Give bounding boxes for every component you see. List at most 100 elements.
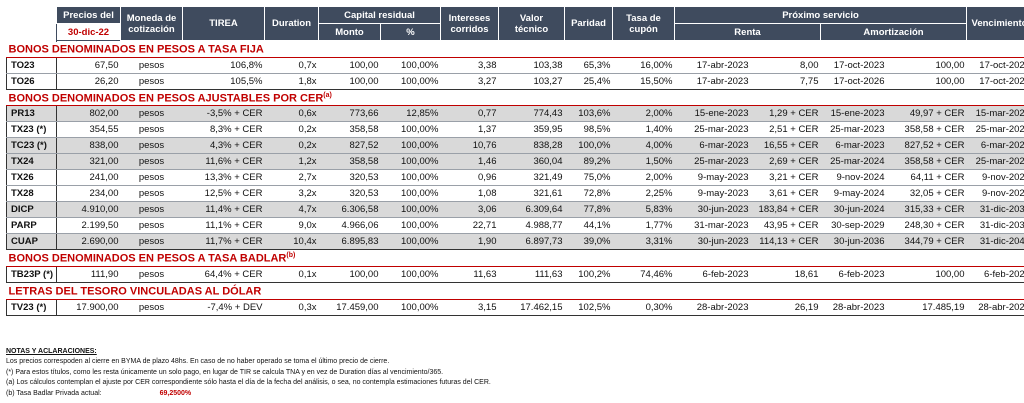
table-cell: pesos xyxy=(120,121,183,139)
table-cell: 64,4% + CER xyxy=(182,265,265,283)
table-cell: 49,97 + CER xyxy=(886,105,967,123)
table-cell: -3,5% + CER xyxy=(182,105,265,123)
table-cell: 2,25% xyxy=(612,185,675,203)
table-cell: 32,05 + CER xyxy=(886,185,967,203)
table-cell: 103,38 xyxy=(498,56,565,74)
table-cell: 5,83% xyxy=(612,201,675,219)
table-cell: 321,00 xyxy=(56,153,121,171)
section-title: BONOS DENOMINADOS EN PESOS A TASA BADLAR… xyxy=(6,249,1024,267)
table-cell: 0,2x xyxy=(264,121,319,139)
header-duration: Duration xyxy=(264,6,319,41)
table-cell: 4.910,00 xyxy=(56,201,121,219)
table-cell: 28-abr-2023 xyxy=(674,298,751,316)
table-cell: 15-ene-2023 xyxy=(820,105,887,123)
table-cell: 4,00% xyxy=(612,137,675,155)
table-cell: 100,00 xyxy=(886,73,967,90)
table-cell: pesos xyxy=(120,153,183,171)
table-cell: 774,43 xyxy=(498,105,565,123)
ticker-cell: TO26 xyxy=(6,73,57,90)
table-cell: 100,00 xyxy=(318,56,381,74)
table-cell: 2.690,00 xyxy=(56,233,121,251)
table-cell: 802,00 xyxy=(56,105,121,123)
table-cell: 3,2x xyxy=(264,185,319,203)
table-cell: 100,00% xyxy=(380,121,441,139)
table-cell: 77,8% xyxy=(564,201,613,219)
ticker-cell: CUAP xyxy=(6,233,57,251)
notes: NOTAS Y ACLARACIONES: Los precios corres… xyxy=(6,347,1006,399)
table-cell: 0,30% xyxy=(612,298,675,316)
table-cell: pesos xyxy=(120,265,183,283)
ticker-cell: PARP xyxy=(6,217,57,235)
table-cell: 0,96 xyxy=(440,169,499,187)
table-cell: 17-oct-2026 xyxy=(820,73,887,90)
table-cell: 3,27 xyxy=(440,73,499,90)
table-cell: 9-nov-2026 xyxy=(966,169,1024,187)
header-vencimiento: Vencimiento xyxy=(966,6,1024,41)
table-cell: 26,20 xyxy=(56,73,121,90)
table-cell: 344,79 + CER xyxy=(886,233,967,251)
table-cell: 65,3% xyxy=(564,56,613,74)
table-cell: 9-may-2024 xyxy=(820,185,887,203)
table-cell: 8,3% + CER xyxy=(182,121,265,139)
header-tasa-cupon: Tasa de cupón xyxy=(612,6,675,41)
header-proximo-servicio: Próximo servicio xyxy=(674,6,967,24)
table-cell: 1,90 xyxy=(440,233,499,251)
table-cell: 2,7x xyxy=(264,169,319,187)
ticker-cell: TX24 xyxy=(6,153,57,171)
table-row: DICP 4.910,00 pesos 11,4% + CER 4,7x 6.306,58… xyxy=(6,201,1024,219)
note-line: Los precios correspoden al cierre en BYM… xyxy=(6,358,390,366)
header-tirea: TIREA xyxy=(182,6,265,41)
ticker-cell: TO23 xyxy=(6,56,57,74)
table-cell: 100,00% xyxy=(380,185,441,203)
table-cell: 1,50% xyxy=(612,153,675,171)
table-cell: 9-may-2023 xyxy=(674,185,751,203)
table-cell: 10,76 xyxy=(440,137,499,155)
table-cell: pesos xyxy=(120,56,183,74)
ticker-cell: TX23 (*) xyxy=(6,121,57,139)
table-cell: 114,13 + CER xyxy=(750,233,821,251)
table-cell: 8,00 xyxy=(750,56,821,74)
ticker-cell: PR13 xyxy=(6,105,57,123)
table-cell: 10,4x xyxy=(264,233,319,251)
table-cell: 11,63 xyxy=(440,265,499,283)
table-cell: 320,53 xyxy=(318,169,381,187)
table-cell: 234,00 xyxy=(56,185,121,203)
table-cell: pesos xyxy=(120,73,183,90)
table-cell: 0,3x xyxy=(264,298,319,316)
table-cell: 773,66 xyxy=(318,105,381,123)
bond-table: Precios del Moneda de cotización TIREA Du… xyxy=(6,6,1024,316)
table-cell: 358,58 xyxy=(318,153,381,171)
bond-table-body: BONOS DENOMINADOS EN PESOS A TASA FIJA TO… xyxy=(6,40,1024,316)
table-cell: 12,85% xyxy=(380,105,441,123)
table-cell: 100,00% xyxy=(380,73,441,90)
table-cell: 11,6% + CER xyxy=(182,153,265,171)
table-cell: 4.966,06 xyxy=(318,217,381,235)
table-cell: 1,37 xyxy=(440,121,499,139)
table-cell: 6-mar-2023 xyxy=(674,137,751,155)
table-cell: 241,00 xyxy=(56,169,121,187)
table-cell: 100,00 xyxy=(318,73,381,90)
ticker-cell: TX28 xyxy=(6,185,57,203)
badlar-value: 69,2500% xyxy=(159,389,192,397)
table-cell: 3,06 xyxy=(440,201,499,219)
table-cell: 25-mar-2023 xyxy=(966,121,1024,139)
table-cell: 9,0x xyxy=(264,217,319,235)
section-title-row: BONOS DENOMINADOS EN PESOS A TASA BADLAR… xyxy=(6,249,1024,267)
section-title: LETRAS DEL TESORO VINCULADAS AL DÓLAR xyxy=(6,282,1024,300)
table-cell: 12,5% + CER xyxy=(182,185,265,203)
table-cell: 98,5% xyxy=(564,121,613,139)
table-cell: 6-feb-2023 xyxy=(674,265,751,283)
table-cell: 3,61 + CER xyxy=(750,185,821,203)
table-row: TB23P (*) 111,90 pesos 64,4% + CER 0,1x 100,0… xyxy=(6,265,1024,283)
table-cell: 22,71 xyxy=(440,217,499,235)
table-cell: 9-nov-2028 xyxy=(966,185,1024,203)
table-cell: pesos xyxy=(120,185,183,203)
table-cell: 100,00% xyxy=(380,201,441,219)
table-cell: 31-dic-2038 xyxy=(966,217,1024,235)
table-cell: 6.309,64 xyxy=(498,201,565,219)
table-cell: 1,8x xyxy=(264,73,319,90)
table-cell: 1,08 xyxy=(440,185,499,203)
table-cell: 39,0% xyxy=(564,233,613,251)
table-cell: 1,29 + CER xyxy=(750,105,821,123)
table-cell: 15-ene-2023 xyxy=(674,105,751,123)
